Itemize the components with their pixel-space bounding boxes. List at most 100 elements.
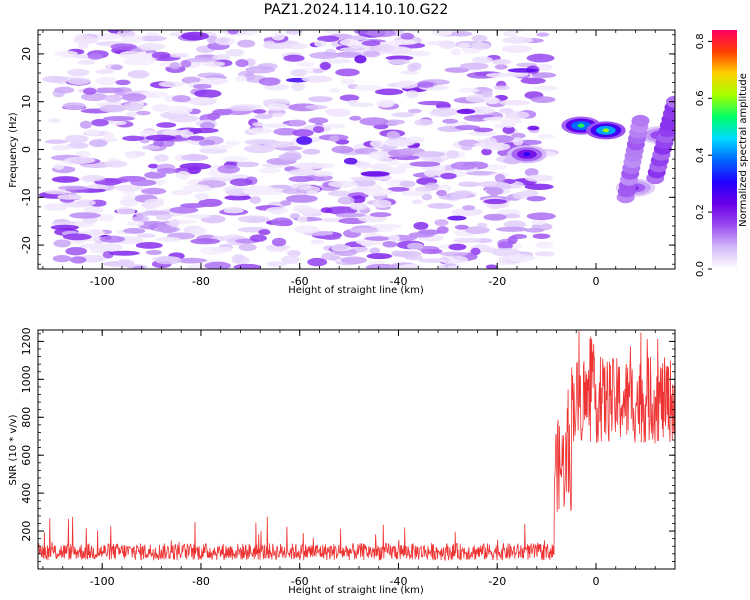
spectrogram-cell xyxy=(93,87,125,94)
spectrogram-cell xyxy=(390,112,415,118)
spectrogram-cell xyxy=(123,227,146,234)
spectrogram-cell xyxy=(145,134,176,141)
snr-x-axis-label: Height of straight line (km) xyxy=(288,585,424,596)
spectrogram-cell xyxy=(151,51,171,59)
x-tick-label: -20 xyxy=(488,275,506,288)
colorbar-gradient xyxy=(712,30,737,269)
spectrogram-cell xyxy=(307,257,328,267)
spectrogram-x-tick-labels: -100 -80 -60 -40 -20 0 xyxy=(90,275,600,288)
spectrogram-cell xyxy=(350,176,379,182)
spectrogram-cell xyxy=(312,125,325,134)
spectrogram-cell xyxy=(491,59,512,65)
spectrogram-cell xyxy=(283,54,305,62)
spectrogram-cell xyxy=(447,215,467,221)
spectrogram-cell xyxy=(292,129,314,137)
spectrogram-cell xyxy=(126,220,145,227)
spectrogram-cell xyxy=(73,35,99,45)
spectrogram-cell xyxy=(154,154,169,162)
x-tick-label: -20 xyxy=(488,575,506,588)
spectrogram-cell xyxy=(181,31,209,41)
spectrogram-cell xyxy=(310,239,325,245)
spectrogram-cell xyxy=(200,144,233,150)
spectrogram-cell xyxy=(54,86,75,94)
spectrogram-cell xyxy=(180,203,208,208)
spectrogram-cell xyxy=(301,75,333,83)
spectrogram-cell xyxy=(397,263,424,269)
spectrogram-cell xyxy=(213,246,233,253)
spectrogram-cell xyxy=(530,96,556,104)
snr-series-line xyxy=(38,330,675,562)
spectrogram-cell xyxy=(192,83,212,89)
spectrogram-cell xyxy=(327,190,353,197)
x-tick-label: 0 xyxy=(592,575,599,588)
spectrogram-cell xyxy=(204,261,231,269)
spectrogram-cell xyxy=(294,225,320,234)
spectrogram-cell xyxy=(434,219,449,227)
spectrogram-cell xyxy=(289,119,307,127)
spectrogram-cell xyxy=(336,51,362,57)
spectrogram-cell xyxy=(481,144,504,150)
spectrogram-cell xyxy=(524,227,545,233)
x-tick-label: 0 xyxy=(592,275,599,288)
spectrogram-cell xyxy=(339,94,360,102)
spectrogram-cell xyxy=(67,77,91,85)
spectrogram-cell xyxy=(186,57,218,63)
spectrogram-cell xyxy=(314,40,327,48)
spectrogram-cell xyxy=(288,175,314,183)
spectrogram-cell xyxy=(86,184,109,190)
y-tick-label: 1200 xyxy=(20,327,33,355)
spectrogram-cell xyxy=(407,63,418,72)
spectrogram-cell xyxy=(343,157,358,165)
spectrogram-cell xyxy=(280,200,292,206)
y-tick-label: 1000 xyxy=(20,365,33,393)
spectrogram-cell xyxy=(166,105,193,115)
spectrogram-cell xyxy=(436,226,449,234)
spectrogram-cell xyxy=(69,256,87,264)
spectrogram-cell xyxy=(206,35,218,44)
spectrogram-cell xyxy=(147,163,159,169)
spectrogram-cell xyxy=(169,218,180,228)
colorbar-label: Normalized spectral amplitude xyxy=(738,73,749,227)
spectrogram-cell xyxy=(394,250,422,258)
spectrogram-cell xyxy=(291,82,305,92)
spectrogram-cell xyxy=(139,91,169,98)
spectrogram-cell xyxy=(512,192,528,200)
spectrogram-cell xyxy=(69,212,101,219)
spectrogram-cell xyxy=(64,134,89,144)
spectrogram-cell xyxy=(507,235,518,245)
spectrogram-cell xyxy=(252,121,264,127)
spectrogram-cell xyxy=(180,59,192,68)
spectrogram-cell xyxy=(329,135,340,142)
spectrogram-cell xyxy=(337,196,355,205)
spectrogram-cell xyxy=(502,213,521,219)
spectrogram-cell xyxy=(139,129,158,137)
spectrogram-cell xyxy=(501,44,533,54)
spectrogram-cell xyxy=(499,100,531,106)
spectrogram-cell xyxy=(273,127,298,136)
spectrogram-cell xyxy=(198,139,216,147)
spectrogram-cell xyxy=(194,192,209,201)
spectrogram-cell xyxy=(51,221,76,226)
spectrogram-cell xyxy=(536,133,555,139)
spectrogram-streak xyxy=(631,114,650,127)
spectrogram-cell xyxy=(413,221,429,230)
spectrogram-cell xyxy=(483,198,508,205)
spectrogram-image xyxy=(38,30,675,269)
spectrogram-cell xyxy=(47,118,62,123)
spectrogram-cell xyxy=(121,93,147,102)
spectrogram-cell xyxy=(535,241,554,249)
spectrogram-cell xyxy=(127,69,150,79)
spectrogram-cell xyxy=(436,189,447,197)
spectrogram-cell xyxy=(369,212,392,218)
spectrogram-cell xyxy=(408,231,435,238)
spectrogram-cell xyxy=(491,247,521,257)
spectrogram-cell xyxy=(79,120,92,129)
spectrogram-cell xyxy=(438,255,469,264)
spectrogram-cell xyxy=(151,103,171,112)
spectrogram-cell xyxy=(176,170,191,180)
spectrogram-cell xyxy=(95,76,118,86)
spectrogram-cell xyxy=(452,237,482,243)
spectrogram-cell xyxy=(126,111,138,118)
colorbar-tick-label: 0.2 xyxy=(695,204,706,220)
spectrogram-cell xyxy=(259,167,281,174)
